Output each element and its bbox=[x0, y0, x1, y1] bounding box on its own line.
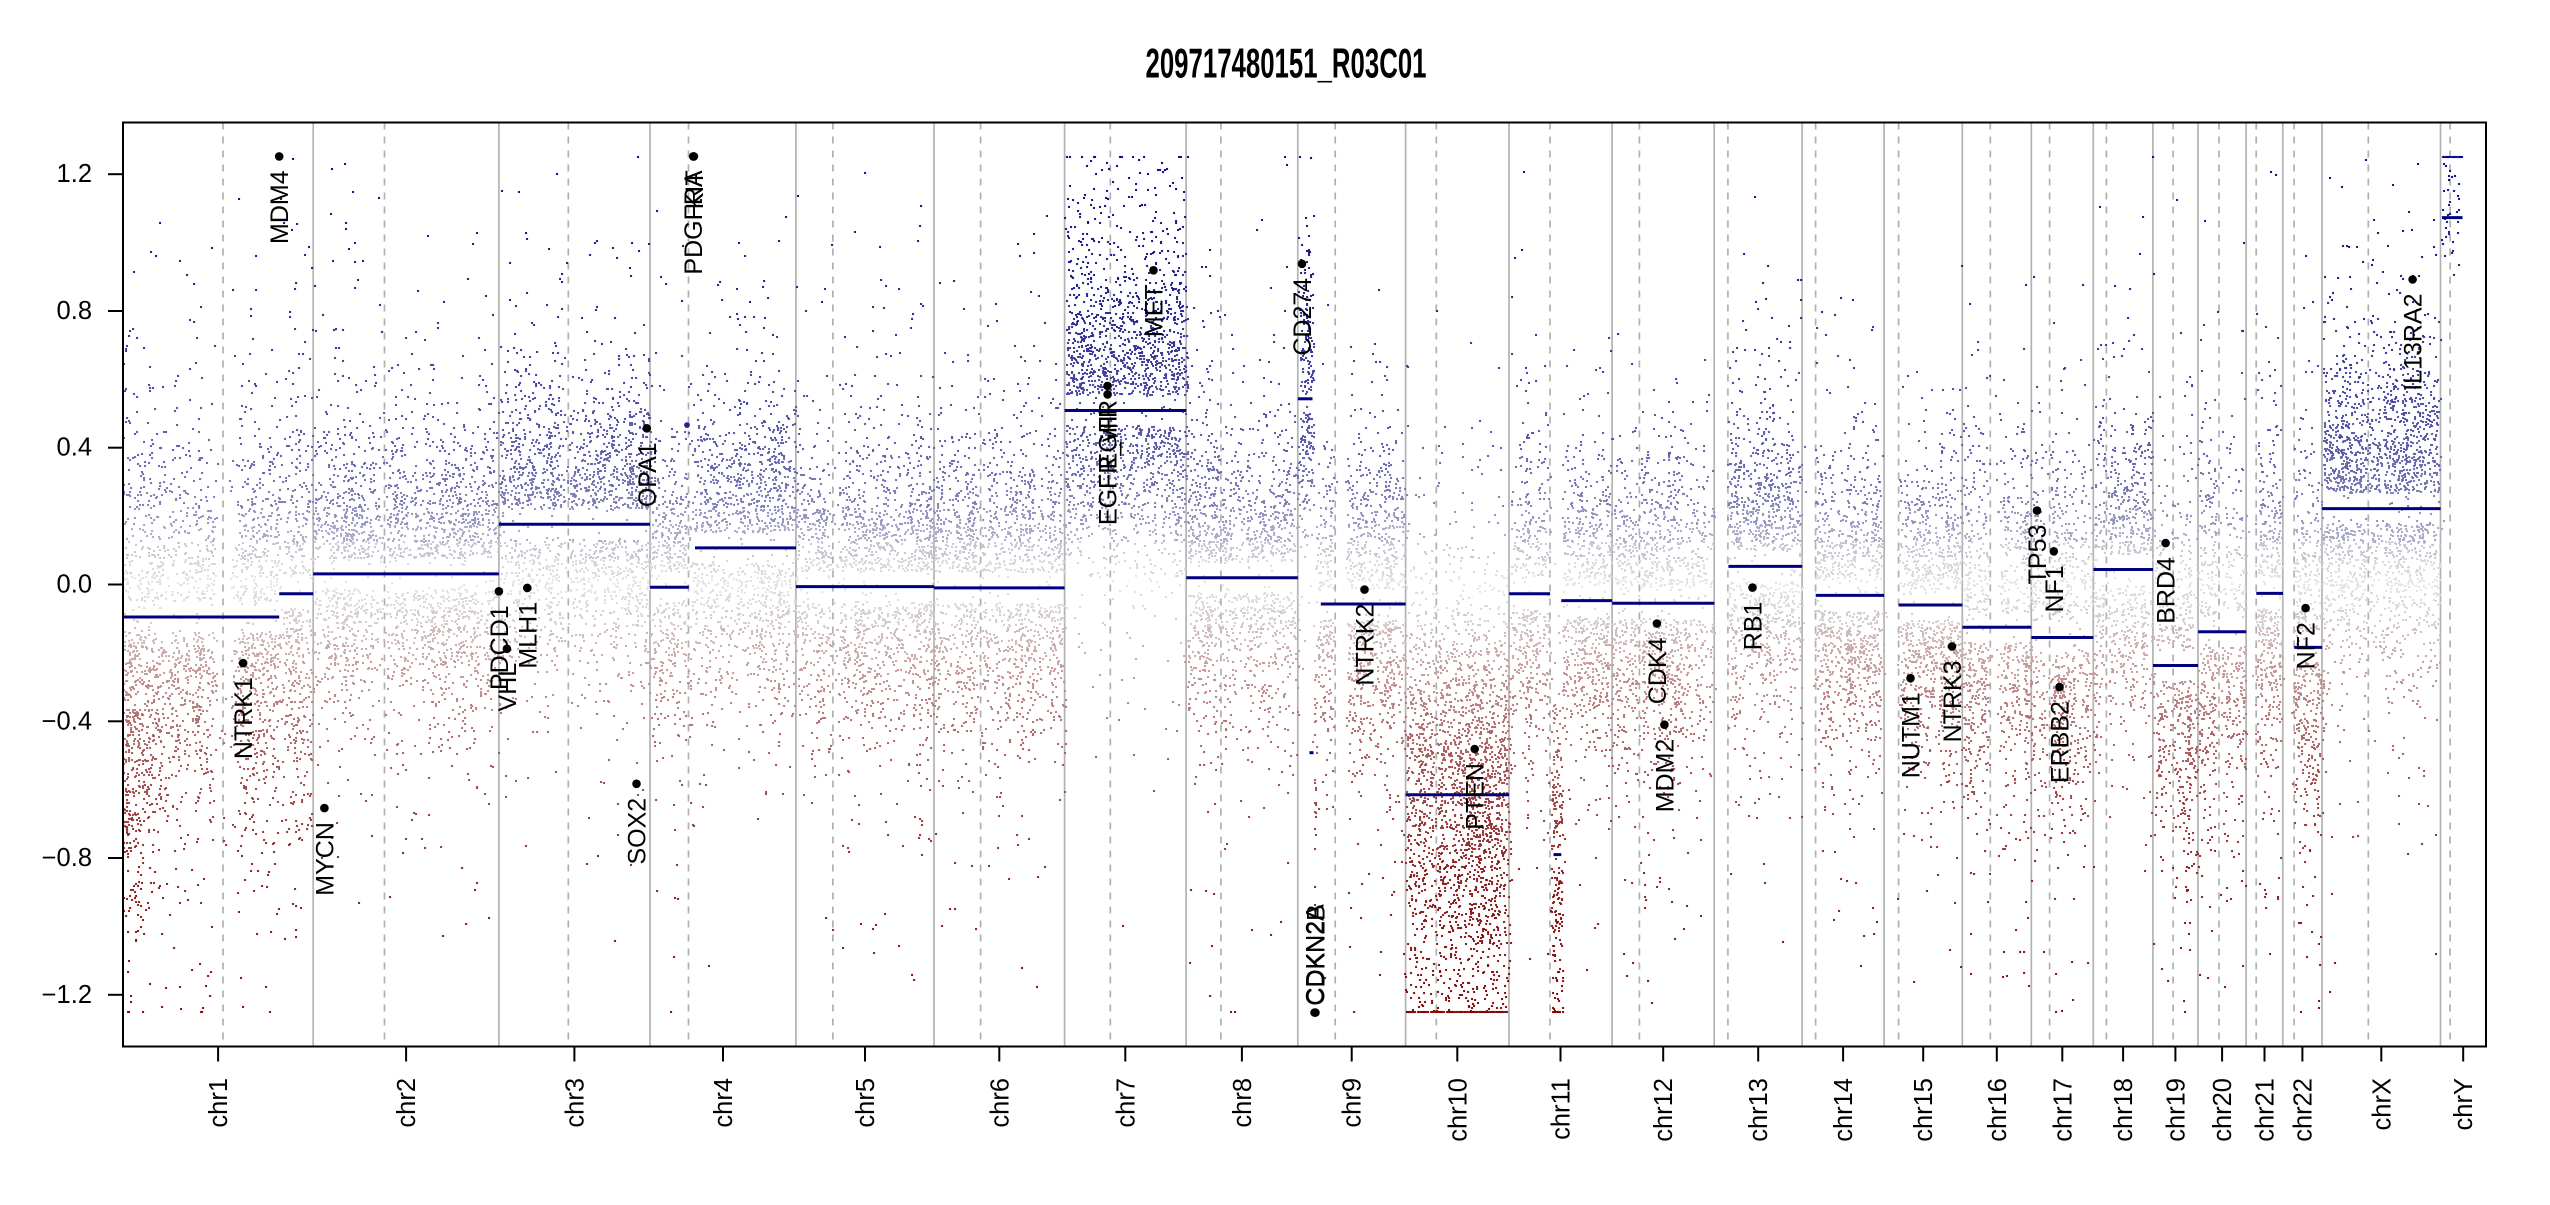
svg-text:MLH1: MLH1 bbox=[514, 602, 542, 669]
svg-text:chr21: chr21 bbox=[2252, 1078, 2280, 1142]
svg-text:0.8: 0.8 bbox=[57, 297, 92, 325]
svg-text:0.4: 0.4 bbox=[57, 434, 92, 462]
svg-text:NTRK2: NTRK2 bbox=[1352, 604, 1380, 686]
svg-text:BRD4: BRD4 bbox=[2153, 557, 2181, 624]
svg-text:−1.2: −1.2 bbox=[42, 981, 92, 1009]
svg-text:chr12: chr12 bbox=[1650, 1078, 1678, 1142]
svg-text:chr2: chr2 bbox=[393, 1078, 421, 1128]
svg-text:chr9: chr9 bbox=[1339, 1078, 1367, 1128]
svg-text:209717480151_R03C01: 209717480151_R03C01 bbox=[1146, 40, 1427, 87]
svg-text:KIT: KIT bbox=[681, 170, 709, 209]
svg-text:CDK4: CDK4 bbox=[1644, 637, 1672, 704]
svg-text:CD274: CD274 bbox=[1289, 278, 1317, 356]
svg-text:chrY: chrY bbox=[2450, 1078, 2478, 1130]
svg-text:PTEN: PTEN bbox=[1462, 763, 1490, 830]
svg-text:MDM4: MDM4 bbox=[266, 170, 294, 244]
svg-text:OPA1: OPA1 bbox=[634, 442, 662, 507]
svg-text:chr17: chr17 bbox=[2049, 1078, 2077, 1142]
svg-text:chrX: chrX bbox=[2368, 1078, 2396, 1130]
svg-text:MYCN: MYCN bbox=[311, 822, 339, 896]
svg-text:chr4: chr4 bbox=[710, 1078, 738, 1128]
svg-text:EGFR_vIII: EGFR_vIII bbox=[1095, 408, 1123, 525]
svg-text:NTRK3: NTRK3 bbox=[1939, 660, 1967, 742]
svg-text:NF1: NF1 bbox=[2041, 565, 2069, 612]
svg-text:chr11: chr11 bbox=[1548, 1078, 1576, 1140]
svg-text:chr19: chr19 bbox=[2162, 1078, 2190, 1142]
svg-text:chr8: chr8 bbox=[1229, 1078, 1257, 1128]
svg-text:ERBB2: ERBB2 bbox=[2047, 701, 2075, 783]
svg-text:TP53: TP53 bbox=[2024, 525, 2052, 585]
svg-text:EGFR: EGFR bbox=[1095, 400, 1123, 469]
svg-text:SOX2: SOX2 bbox=[624, 798, 652, 865]
svg-text:NUTM1: NUTM1 bbox=[1898, 692, 1926, 778]
svg-text:chr1: chr1 bbox=[205, 1078, 233, 1128]
svg-text:chr3: chr3 bbox=[561, 1078, 589, 1128]
svg-text:RB1: RB1 bbox=[1740, 602, 1768, 651]
svg-text:chr14: chr14 bbox=[1830, 1078, 1858, 1142]
svg-text:0.0: 0.0 bbox=[57, 571, 92, 599]
svg-text:1.2: 1.2 bbox=[57, 160, 92, 188]
svg-text:chr10: chr10 bbox=[1444, 1078, 1472, 1142]
svg-text:chr22: chr22 bbox=[2289, 1078, 2317, 1142]
svg-text:chr13: chr13 bbox=[1745, 1078, 1773, 1142]
svg-text:PDGFRA: PDGFRA bbox=[680, 170, 708, 275]
svg-text:chr18: chr18 bbox=[2110, 1078, 2138, 1142]
svg-text:chr7: chr7 bbox=[1112, 1078, 1140, 1128]
svg-text:chr5: chr5 bbox=[852, 1078, 880, 1128]
svg-text:CDKN2B: CDKN2B bbox=[1302, 904, 1330, 1005]
svg-text:MDM2: MDM2 bbox=[1651, 739, 1679, 813]
svg-text:−0.8: −0.8 bbox=[42, 844, 92, 872]
svg-text:MET: MET bbox=[1141, 284, 1169, 337]
svg-text:VHL: VHL bbox=[494, 663, 522, 712]
svg-text:chr15: chr15 bbox=[1910, 1078, 1938, 1142]
svg-text:IL13RA2: IL13RA2 bbox=[2400, 294, 2428, 391]
svg-text:NF2: NF2 bbox=[2293, 622, 2321, 669]
svg-text:CDKN2A: CDKN2A bbox=[1302, 904, 1330, 1006]
svg-text:−0.4: −0.4 bbox=[42, 707, 92, 735]
svg-text:chr16: chr16 bbox=[1984, 1078, 2012, 1142]
svg-text:NTRK1: NTRK1 bbox=[230, 677, 258, 759]
svg-text:chr20: chr20 bbox=[2209, 1078, 2237, 1142]
svg-text:chr6: chr6 bbox=[986, 1078, 1014, 1128]
